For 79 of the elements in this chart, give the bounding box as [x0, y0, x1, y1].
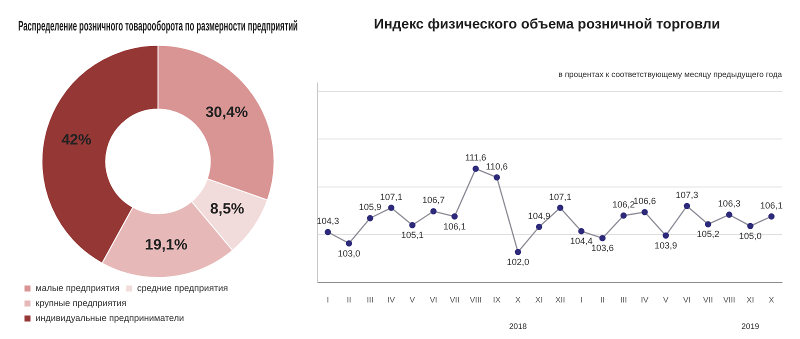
x-tick-label: X [768, 295, 775, 304]
data-label: 103,6 [591, 243, 614, 254]
data-label: 103,0 [338, 248, 360, 258]
data-label: 19,1% [144, 236, 188, 254]
data-label: 105,0 [739, 230, 762, 241]
point [494, 174, 500, 181]
point [642, 208, 648, 216]
data-label: 111,6 [465, 152, 486, 163]
x-tick-label: V [663, 295, 670, 304]
x-tick-label: II [346, 295, 352, 304]
data-label: 104,3 [316, 216, 340, 226]
data-label: 107,1 [548, 192, 572, 202]
data-label: 42% [61, 132, 92, 149]
point [388, 204, 394, 211]
data-label: 106,1 [443, 221, 466, 232]
chart-title: Индекс физического объема розничной торговли [374, 15, 720, 32]
text: в процентах к соответствующему месяцу предыдущего года [558, 70, 783, 80]
x-tick-label: VIII [723, 295, 736, 304]
point [620, 212, 627, 219]
data-label: 106,1 [760, 200, 783, 210]
x-tick-label: VIII [470, 295, 482, 304]
point [768, 213, 775, 220]
data-label: 8,5% [210, 200, 244, 218]
data-label: 110,6 [486, 161, 508, 172]
data-label: 105,1 [401, 230, 424, 240]
point [430, 208, 437, 214]
data-label: 30,4% [205, 104, 248, 121]
x-tick-label: II [600, 295, 605, 304]
point [536, 224, 542, 230]
point [514, 248, 522, 256]
point [409, 222, 416, 228]
legend-label: крупные предприятия [36, 298, 127, 308]
x-tick-label: IV [640, 295, 650, 304]
point [747, 222, 754, 230]
x-tick-label: VI [683, 295, 691, 304]
point [578, 228, 584, 234]
x-tick-label: VII [703, 295, 713, 304]
x-tick-label: IV [387, 295, 396, 304]
legend-label: средние предприятия [137, 282, 228, 293]
point [662, 232, 669, 239]
x-tick-label: III [366, 295, 374, 304]
data-label: 106,2 [612, 200, 635, 210]
x-tick-label: I [326, 295, 329, 304]
data-label: 105,9 [358, 202, 382, 212]
point [599, 234, 606, 242]
data-label: 103,9 [654, 240, 678, 251]
chart-title: Распределение розничного товарооборота по размерности предприятий [18, 19, 298, 34]
data-label: 104,9 [528, 210, 550, 221]
data-label: 105,2 [696, 229, 720, 240]
x-tick-label: III [620, 295, 627, 304]
point [451, 213, 458, 220]
x-tick-label: VII [450, 295, 460, 304]
text: 2018 [509, 322, 528, 332]
data-label: 106,7 [422, 195, 445, 206]
data-label: 106,3 [718, 198, 740, 209]
legend-label: малые предприятия [36, 282, 120, 293]
x-tick-label: I [580, 295, 582, 304]
x-tick-label: XI [746, 295, 754, 304]
x-tick-label: V [410, 295, 416, 304]
point [557, 204, 564, 211]
point [324, 228, 332, 236]
point [472, 166, 479, 172]
x-tick-label: X [515, 295, 522, 304]
data-label: 106,6 [633, 196, 656, 206]
x-tick-label: XII [555, 295, 566, 304]
point [726, 212, 732, 218]
point [366, 215, 374, 222]
x-tick-label: XI [535, 295, 543, 304]
x-tick-label: IX [493, 295, 502, 304]
legend-label: индивидуальные предприниматели [36, 312, 184, 323]
data-label: 102,0 [506, 257, 530, 268]
point [704, 221, 712, 228]
point [684, 202, 690, 210]
point [346, 240, 352, 246]
x-tick-label: VI [430, 295, 438, 304]
text: 2019 [741, 322, 760, 332]
data-label: 104,4 [570, 236, 593, 246]
data-label: 107,1 [380, 192, 402, 202]
data-label: 107,3 [676, 190, 698, 200]
